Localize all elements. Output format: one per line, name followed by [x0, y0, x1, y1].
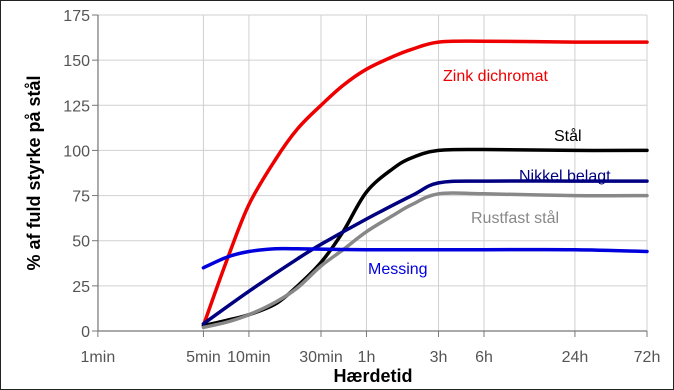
- y-tick-label: 50: [72, 234, 90, 251]
- series-lines: [201, 39, 649, 330]
- y-tick-label: 100: [63, 143, 90, 160]
- x-tick-label: 3h: [430, 349, 448, 366]
- y-tick-label: 150: [63, 53, 90, 70]
- y-tick-label: 175: [63, 8, 90, 25]
- series-labels: Zink dichromat Stål Nikkel belagt Rustfast …: [368, 68, 611, 278]
- x-tick-label: 5min: [186, 349, 221, 366]
- y-tick-label: 125: [63, 98, 90, 115]
- x-tick-label: 1h: [358, 349, 376, 366]
- x-tick-label: 24h: [562, 349, 589, 366]
- series-label-messing: Messing: [368, 261, 428, 278]
- series-line-nikkel-belagt: [201, 179, 649, 326]
- y-tick-labels: 0 25 50 75 100 125 150 175: [63, 8, 90, 341]
- x-axis-title: Hærdetid: [333, 366, 412, 386]
- series-line-zink-dichromat: [201, 39, 649, 328]
- series-label-nikkel-belagt: Nikkel belagt: [519, 168, 611, 185]
- x-tick-label: 10min: [227, 349, 271, 366]
- x-tick-labels: 1min 5min 10min 30min 1h 3h 6h 24h 72h: [81, 349, 661, 366]
- series-label-zink-dichromat: Zink dichromat: [443, 68, 548, 85]
- x-tick-label: 6h: [475, 349, 493, 366]
- x-tick-label: 1min: [81, 349, 116, 366]
- x-tick-label: 30min: [299, 349, 343, 366]
- y-tick-label: 0: [81, 324, 90, 341]
- axes: [92, 14, 648, 337]
- y-tick-label: 25: [72, 279, 90, 296]
- series-line-rustfast-st-l: [201, 191, 649, 330]
- series-line-messing: [201, 246, 649, 270]
- y-axis-title: % af fuld styrke på stål: [24, 75, 44, 270]
- series-label-rustfast-st-l: Rustfast stål: [471, 209, 559, 227]
- series-label-st-l: Stål: [554, 127, 582, 145]
- x-tick-label: 72h: [634, 349, 661, 366]
- y-tick-label: 75: [72, 189, 90, 206]
